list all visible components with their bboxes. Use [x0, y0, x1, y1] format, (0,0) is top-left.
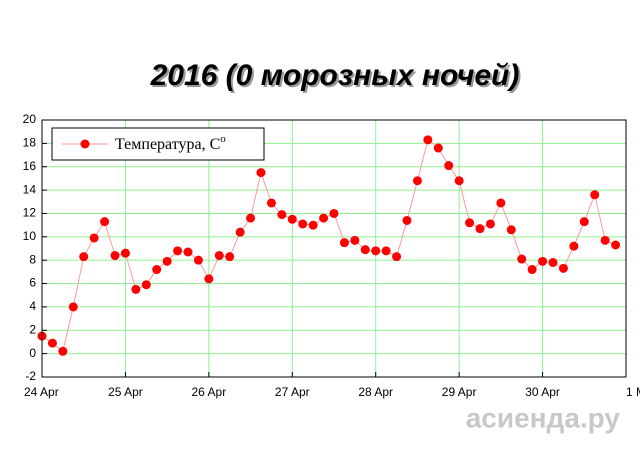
- data-point: [100, 217, 110, 227]
- data-point: [558, 263, 568, 273]
- data-point: [152, 265, 162, 275]
- data-point: [287, 214, 297, 224]
- data-point: [68, 302, 78, 312]
- chart-title: 2016 (0 морозных ночей): [150, 59, 520, 92]
- watermark: асиенда.ру: [466, 402, 621, 433]
- plot-frame: [41, 119, 627, 378]
- y-tick-label: 20: [23, 112, 37, 126]
- data-point: [47, 338, 57, 348]
- data-point: [110, 251, 120, 261]
- data-point: [600, 235, 610, 245]
- data-point: [277, 210, 287, 220]
- data-point: [225, 252, 235, 262]
- data-point: [214, 251, 224, 261]
- y-tick-label: 4: [29, 299, 36, 313]
- data-point: [235, 227, 245, 237]
- y-tick-label: -2: [25, 369, 36, 383]
- data-point: [496, 198, 506, 208]
- data-point: [611, 240, 621, 250]
- data-point: [579, 217, 589, 227]
- y-tick-label: 2: [29, 322, 36, 336]
- x-tick-label: 28 Apr: [358, 385, 393, 399]
- data-point: [256, 168, 266, 178]
- data-point: [89, 233, 99, 243]
- legend-marker: [80, 139, 90, 149]
- data-point: [193, 255, 203, 265]
- data-point: [120, 248, 130, 258]
- chart-title-shadow: 2016 (0 морозных ночей): [152, 61, 522, 94]
- data-point: [506, 225, 516, 235]
- legend-text: Температура, C: [115, 136, 220, 153]
- x-tick-label: 30 Apr: [525, 385, 560, 399]
- legend-superscript: o: [220, 133, 226, 145]
- data-point: [266, 198, 276, 208]
- data-point: [381, 246, 391, 256]
- plot: [37, 135, 621, 356]
- data-point: [527, 265, 537, 275]
- grid: -2 0 2 4 6 8 10 12 14 16 18 20 24 Apr 25 Apr 26 Apr 27 …: [23, 112, 640, 399]
- data-point: [454, 176, 464, 186]
- data-point: [569, 241, 579, 251]
- data-point: [350, 235, 360, 245]
- data-point: [58, 346, 68, 356]
- data-point: [246, 213, 256, 223]
- y-tick-label: 18: [23, 136, 37, 150]
- data-point: [548, 258, 558, 268]
- data-point: [412, 176, 422, 186]
- data-point: [371, 246, 381, 256]
- data-point: [538, 256, 548, 266]
- data-point: [308, 220, 318, 230]
- x-tick-label: 26 Apr: [192, 385, 227, 399]
- data-point: [423, 135, 433, 145]
- x-tick-label: 27 Apr: [275, 385, 310, 399]
- data-point: [360, 245, 370, 255]
- data-point: [183, 247, 193, 257]
- y-tick-label: 16: [23, 159, 37, 173]
- y-tick-label: 6: [29, 276, 36, 290]
- data-point: [517, 254, 527, 264]
- x-tick-label: 29 Apr: [442, 385, 477, 399]
- y-tick-label: 0: [29, 346, 36, 360]
- data-point: [173, 246, 183, 256]
- data-point: [402, 215, 412, 225]
- data-point: [79, 252, 89, 262]
- data-point: [141, 280, 151, 290]
- data-point: [339, 238, 349, 248]
- x-tick-label: 25 Apr: [108, 385, 143, 399]
- data-point: [433, 143, 443, 153]
- y-tick-label: 14: [23, 182, 37, 196]
- x-tick-label: 1 Ma: [626, 385, 640, 399]
- y-tick-label: 10: [23, 229, 37, 243]
- data-point: [465, 218, 475, 228]
- data-point: [204, 274, 214, 284]
- data-point: [392, 252, 402, 262]
- y-tick-label: 12: [23, 206, 37, 220]
- legend: Температура, Co: [51, 127, 265, 161]
- data-point: [131, 284, 141, 294]
- data-point: [162, 256, 172, 266]
- y-tick-label: 8: [29, 252, 36, 266]
- data-point: [444, 161, 454, 171]
- data-point: [329, 208, 339, 218]
- data-point: [485, 219, 495, 229]
- data-point: [475, 224, 485, 234]
- data-point: [319, 213, 329, 223]
- x-tick-label: 24 Apr: [24, 385, 59, 399]
- data-point: [298, 219, 308, 229]
- data-point: [590, 190, 600, 200]
- series-line: [41, 138, 616, 353]
- legend-label: Температура, Co: [115, 133, 226, 153]
